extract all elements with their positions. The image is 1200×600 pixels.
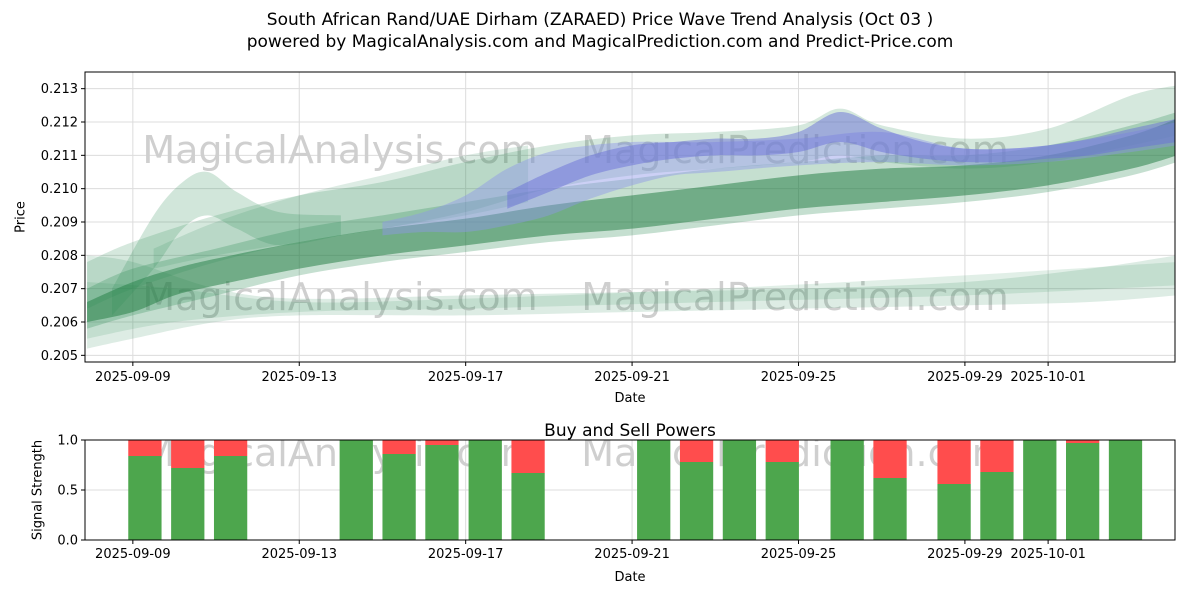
x-tick-label: 2025-09-09 [95, 370, 171, 385]
sell-power-bar [1066, 440, 1100, 443]
x-tick-label: 2025-09-25 [761, 370, 837, 385]
sell-power-bar [679, 440, 714, 462]
x-tick-label: 2025-09-21 [594, 547, 670, 562]
buy-power-bar [937, 484, 971, 540]
buy-power-bar [128, 456, 162, 540]
x-tick-label: 2025-09-13 [261, 370, 337, 385]
buy-power-bar [637, 440, 671, 540]
x-tick-label: 2025-09-21 [594, 370, 670, 385]
tick-marks [81, 439, 1049, 544]
buy-power-bar [830, 440, 864, 540]
buy-power-bar [171, 468, 205, 540]
buy-power-bar [339, 440, 373, 540]
sell-power-bar [765, 440, 799, 462]
x-tick-label: 2025-10-01 [1010, 370, 1086, 385]
figure-title-line1: South African Rand/UAE Dirham (ZARAED) P… [266, 10, 934, 30]
price-band-bottom-wide [87, 255, 1175, 349]
y-tick-label: 0.0 [57, 534, 78, 549]
buy-power-bar [980, 472, 1014, 540]
buy-power-bar [722, 440, 757, 540]
sell-power-bar [511, 440, 545, 473]
buy-power-bar [511, 473, 545, 540]
price-band-forecast-blue-core [507, 111, 1175, 209]
tick-labels: 2025-09-09 2025-09-13 2025-09-17 2025-09-21… [57, 434, 1086, 563]
y-tick-label: 0.210 [41, 182, 78, 197]
price-band-bottom-inner [87, 262, 1175, 339]
sell-power-bar [873, 440, 907, 478]
sell-power-bar [128, 440, 162, 456]
buy-power-bar [765, 462, 799, 540]
buy-power-bar [213, 456, 248, 540]
buy-power-bar [1108, 440, 1143, 540]
y-tick-label: 1.0 [57, 434, 78, 449]
y-tick-label: 0.208 [41, 249, 78, 264]
y-tick-label: 0.206 [41, 316, 78, 331]
sell-power-bar [980, 440, 1014, 472]
x-tick-label: 2025-09-25 [761, 547, 837, 562]
plot-border [84, 71, 1176, 363]
price-wave-trend-layer [87, 85, 1175, 349]
buy-sell-powers-layer [128, 440, 1143, 540]
buy-power-bar [382, 454, 416, 540]
x-tick-label: 2025-09-09 [95, 547, 171, 562]
price-band-left-spike [112, 171, 341, 316]
y-tick-label: 0.213 [41, 82, 78, 97]
tick-marks [81, 88, 1049, 366]
watermark-magicalprediction: MagicalPrediction.com [581, 275, 1009, 319]
x-tick-label: 2025-10-01 [1010, 547, 1086, 562]
x-tick-label: 2025-09-13 [261, 547, 337, 562]
buy-power-bar [1066, 443, 1100, 540]
buy-power-bar [1023, 440, 1057, 540]
y-tick-label: 0.207 [41, 282, 78, 297]
y-tick-label: 0.205 [41, 349, 78, 364]
x-tick-label: 2025-09-29 [927, 370, 1003, 385]
y-tick-label: 0.211 [41, 149, 78, 164]
buy-power-bar [425, 445, 459, 540]
y-tick-label: 0.5 [57, 484, 78, 499]
y-tick-label: 0.209 [41, 216, 78, 231]
y-tick-label: 0.212 [41, 116, 78, 131]
buy-power-bar [468, 440, 502, 540]
sell-power-bar [382, 440, 416, 454]
watermark-magicalanalysis: MagicalAnalysis.com [142, 128, 537, 172]
sell-power-bar [425, 440, 459, 445]
tick-labels: 2025-09-09 2025-09-13 2025-09-17 2025-09-21… [41, 82, 1086, 385]
sell-power-bar [213, 440, 248, 456]
buy-power-bar [679, 462, 714, 540]
x-tick-label: 2025-09-17 [428, 547, 504, 562]
figure-title: South African Rand/UAE Dirham (ZARAED) P… [0, 9, 1200, 54]
price-band-left-fan [153, 145, 529, 269]
signal-strength-axis-label: Signal Strength [30, 439, 46, 541]
date-axis-label-bottom: Date [614, 570, 646, 585]
x-tick-label: 2025-09-29 [927, 547, 1003, 562]
sell-power-bar [171, 440, 205, 468]
price-axis-label: Price [13, 201, 29, 233]
price-band-core-band [87, 119, 1175, 322]
date-axis-label-top: Date [614, 391, 646, 406]
buy-sell-chart-title: Buy and Sell Powers [544, 421, 716, 441]
buy-power-bar [873, 478, 907, 540]
sell-power-bar [937, 440, 971, 484]
figure-title-line2: powered by MagicalAnalysis.com and Magic… [246, 32, 954, 53]
x-tick-label: 2025-09-17 [428, 370, 504, 385]
